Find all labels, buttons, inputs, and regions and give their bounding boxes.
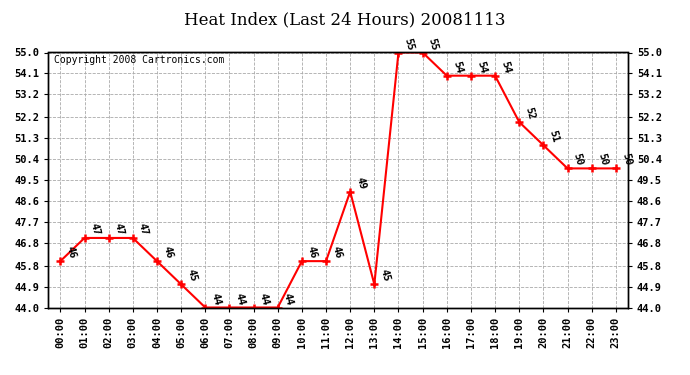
Text: 47: 47 (113, 222, 126, 237)
Text: 54: 54 (500, 60, 512, 74)
Text: 44: 44 (234, 291, 246, 306)
Text: 44: 44 (210, 291, 222, 306)
Text: Heat Index (Last 24 Hours) 20081113: Heat Index (Last 24 Hours) 20081113 (184, 11, 506, 28)
Text: 54: 54 (451, 60, 464, 74)
Text: 47: 47 (137, 222, 150, 237)
Text: 50: 50 (620, 152, 633, 167)
Text: 55: 55 (403, 36, 415, 51)
Text: 46: 46 (65, 245, 77, 260)
Text: 54: 54 (475, 60, 488, 74)
Text: 46: 46 (331, 245, 343, 260)
Text: 46: 46 (161, 245, 174, 260)
Text: 50: 50 (572, 152, 584, 167)
Text: Copyright 2008 Cartronics.com: Copyright 2008 Cartronics.com (54, 55, 224, 65)
Text: 46: 46 (306, 245, 319, 260)
Text: 50: 50 (596, 152, 609, 167)
Text: 49: 49 (355, 176, 367, 190)
Text: 45: 45 (186, 268, 198, 283)
Text: 55: 55 (427, 36, 440, 51)
Text: 52: 52 (524, 106, 536, 121)
Text: 44: 44 (282, 291, 295, 306)
Text: 44: 44 (258, 291, 270, 306)
Text: 51: 51 (548, 129, 560, 144)
Text: 45: 45 (379, 268, 391, 283)
Text: 47: 47 (89, 222, 101, 237)
